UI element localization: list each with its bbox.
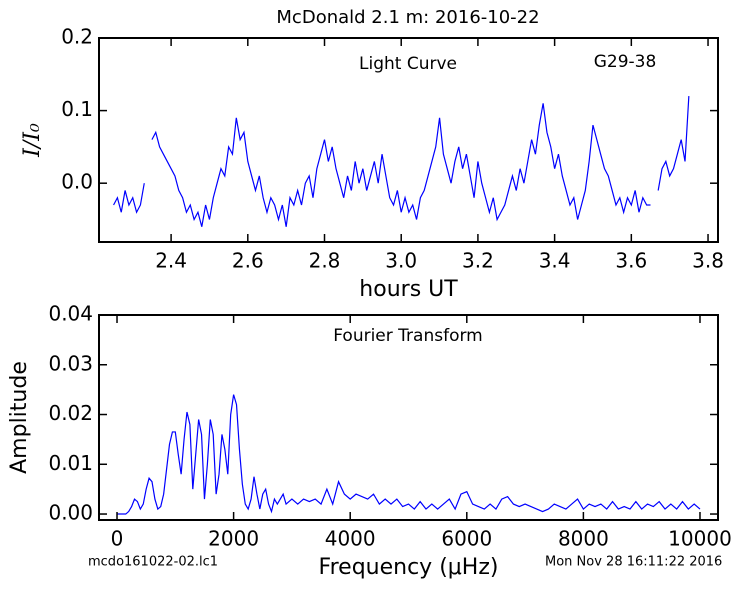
x-tick-label: 10000	[668, 527, 732, 551]
chart-title: McDonald 2.1 m: 2016-10-22	[276, 7, 539, 28]
x-tick-label: 3.8	[692, 249, 724, 273]
x-tick-label: 2.4	[155, 249, 187, 273]
x-tick-label: 8000	[558, 527, 609, 551]
x-tick-label: 3.2	[462, 249, 494, 273]
annotation: Light Curve	[359, 54, 457, 74]
x-axis-label: hours UT	[359, 277, 458, 302]
y-tick-label: 0.03	[48, 351, 93, 375]
y-tick-label: 0.00	[48, 501, 93, 525]
axes-frame	[98, 314, 719, 521]
y-tick-label: 0.2	[61, 25, 93, 49]
data-line	[117, 394, 701, 515]
y-axis-label: I/I₀	[20, 123, 45, 158]
x-tick-label: 6000	[441, 527, 492, 551]
annotation: G29-38	[594, 52, 657, 72]
annotation: Fourier Transform	[333, 326, 482, 346]
x-tick-label: 3.0	[385, 249, 417, 273]
x-tick-label: 4000	[325, 527, 376, 551]
y-axis-label: Amplitude	[7, 361, 32, 474]
y-tick-label: 0.01	[48, 451, 93, 475]
footer-file: mcdo161022-02.lc1	[88, 555, 218, 570]
y-tick-label: 0.02	[48, 401, 93, 425]
data-line	[113, 96, 690, 227]
x-tick-label: 3.6	[615, 249, 647, 273]
x-tick-label: 2.6	[232, 249, 264, 273]
y-tick-label: 0.1	[61, 97, 93, 121]
footer-date: Mon Nov 28 16:11:22 2016	[545, 555, 722, 570]
x-tick-label: 2000	[208, 527, 259, 551]
axes-frame	[98, 37, 719, 243]
y-tick-label: 0.0	[61, 170, 93, 194]
y-tick-label: 0.04	[48, 302, 93, 326]
x-axis-label: Frequency (μHz)	[319, 555, 499, 580]
x-tick-label: 3.4	[539, 249, 571, 273]
x-tick-label: 2.8	[309, 249, 341, 273]
x-tick-label: 0	[111, 527, 124, 551]
